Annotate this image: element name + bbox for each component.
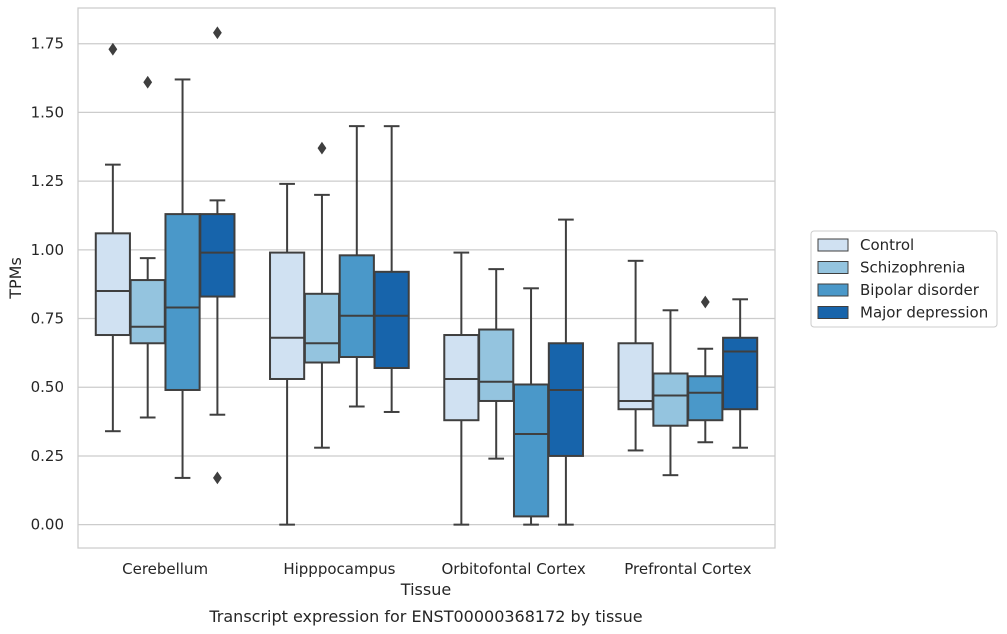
legend-label: Schizophrenia — [860, 259, 965, 277]
y-tick-label: 1.75 — [31, 35, 64, 53]
legend-item: Major depression — [817, 304, 988, 322]
box-iqr — [373, 270, 410, 370]
box-iqr — [94, 232, 131, 337]
box-1-2 — [338, 125, 375, 408]
outlier-marker — [317, 141, 327, 155]
box-iqr — [164, 213, 201, 391]
legend-label: Bipolar disorder — [860, 281, 980, 299]
box-1-1 — [303, 141, 341, 449]
box-3-3 — [722, 298, 759, 449]
x-tick-label: Hipppocampus — [283, 560, 395, 578]
box-0-2 — [164, 78, 201, 479]
legend-item: Bipolar disorder — [817, 281, 980, 299]
legend-swatch — [817, 306, 849, 319]
box-plots — [94, 26, 759, 526]
chart-caption: Transcript expression for ENST0000036817… — [208, 607, 642, 626]
x-tick-label: Prefrontal Cortex — [624, 560, 751, 578]
outlier-marker — [212, 471, 222, 485]
box-iqr — [617, 342, 654, 411]
y-axis-title: TPMs — [6, 257, 25, 300]
legend: Control Schizophrenia Bipolar disorder Majo… — [810, 230, 998, 328]
y-tick-label: 0.75 — [31, 310, 64, 328]
y-tick-label: 0.00 — [31, 516, 64, 534]
y-tick-label: 1.00 — [31, 241, 64, 259]
box-0-1 — [129, 75, 166, 419]
box-iqr — [478, 328, 515, 402]
box-iqr — [687, 375, 724, 422]
x-tick-label: Cerebellum — [122, 560, 208, 578]
box-iqr — [722, 336, 759, 411]
box-iqr — [443, 334, 480, 422]
x-axis-tick-labels: Cerebellum Hipppocampus Orbitofontal Corte… — [122, 560, 751, 578]
outlier-marker — [143, 75, 153, 89]
box-1-0 — [269, 182, 306, 526]
box-3-1 — [652, 309, 689, 477]
box-2-3 — [547, 218, 584, 526]
x-tick-label: Orbitofontal Cortex — [442, 560, 586, 578]
plot-area-frame — [77, 7, 776, 549]
box-iqr — [199, 213, 236, 298]
legend-label: Control — [860, 236, 914, 254]
box-2-2 — [512, 287, 550, 526]
box-iqr — [512, 383, 550, 518]
legend-label: Major depression — [860, 304, 988, 322]
box-2-0 — [443, 251, 480, 526]
outlier-marker — [108, 42, 118, 56]
box-3-0 — [617, 259, 654, 452]
box-3-2 — [687, 295, 724, 444]
legend-frame — [810, 230, 998, 328]
legend-item: Schizophrenia — [817, 259, 965, 277]
x-axis-title: Tissue — [400, 580, 451, 599]
outlier-marker — [212, 26, 222, 40]
box-iqr — [303, 292, 341, 364]
y-tick-label: 0.50 — [31, 378, 64, 396]
box-iqr — [269, 251, 306, 380]
box-1-3 — [373, 125, 410, 413]
outlier-marker — [700, 295, 710, 309]
y-tick-label: 1.25 — [31, 172, 64, 190]
legend-swatch — [817, 261, 849, 274]
box-iqr — [338, 254, 375, 359]
box-iqr — [652, 372, 689, 427]
box-0-3 — [199, 26, 236, 485]
box-iqr — [129, 279, 166, 345]
legend-swatch — [817, 283, 849, 297]
y-tick-label: 0.25 — [31, 447, 64, 465]
box-2-1 — [478, 268, 515, 460]
legend-swatch — [817, 238, 849, 252]
y-tick-label: 1.50 — [31, 103, 64, 121]
legend-item: Control — [817, 236, 914, 254]
box-0-0 — [94, 42, 131, 433]
box-iqr — [547, 342, 584, 457]
y-axis-tick-labels: 0.00 0.25 0.50 0.75 1.00 1.25 1.50 1.75 — [31, 35, 64, 534]
